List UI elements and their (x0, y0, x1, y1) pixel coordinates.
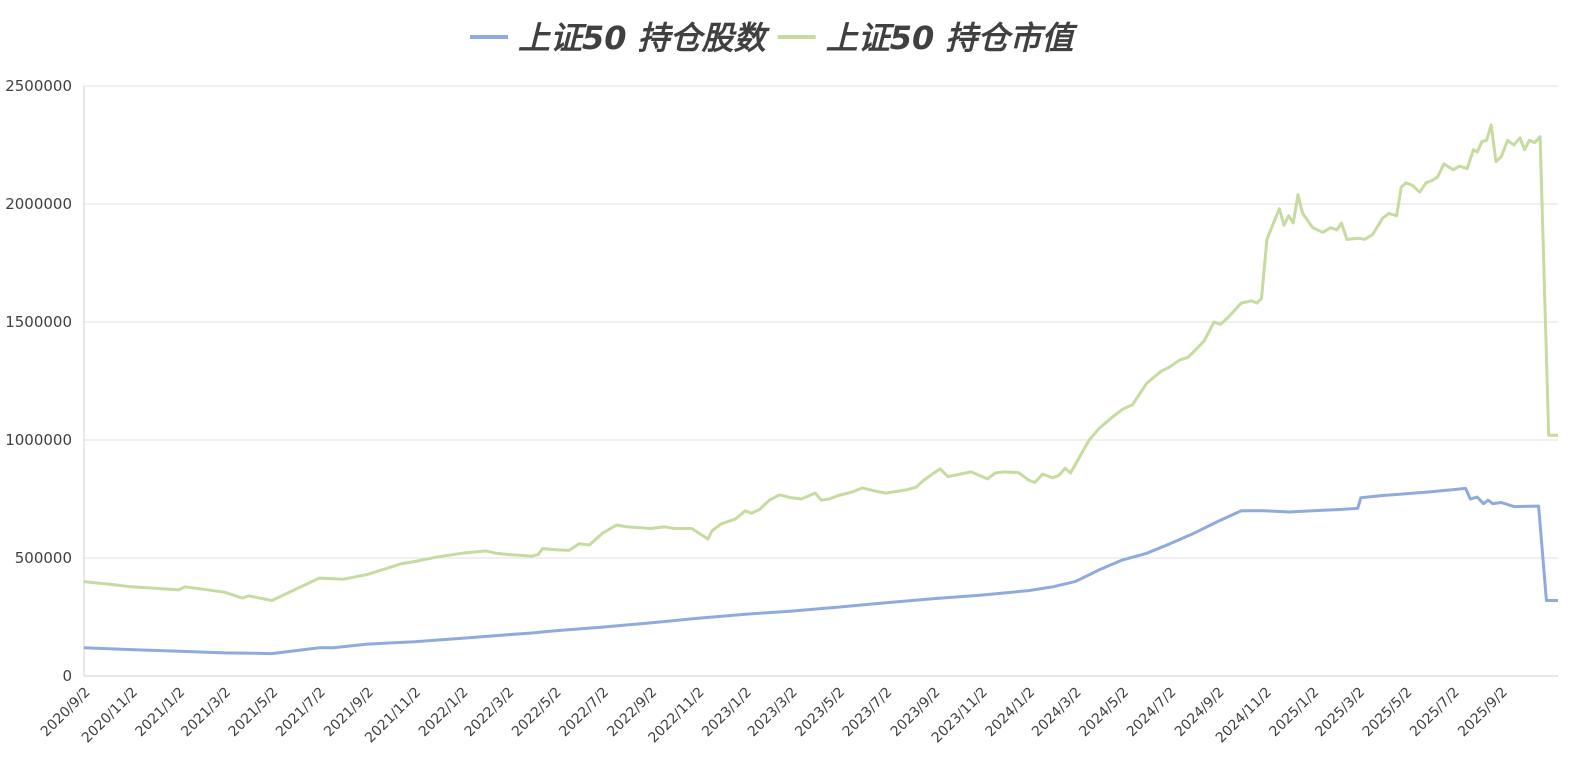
x-axis-ticks: 2020/9/22020/11/22021/1/22021/3/22021/5/… (38, 684, 1511, 746)
y-tick-label: 1500000 (5, 313, 72, 331)
legend: 上证50 持仓股数 上证50 持仓市值 (470, 19, 1078, 57)
x-tick-label: 2021/3/2 (178, 684, 234, 740)
y-axis-ticks: 0 500000 1000000 1500000 2000000 2500000 (5, 77, 72, 685)
x-tick-label: 2022/7/2 (556, 684, 612, 740)
x-tick-label: 2024/3/2 (1029, 684, 1085, 740)
x-tick-label: 2023/5/2 (792, 684, 848, 740)
y-tick-label: 1000000 (5, 431, 72, 449)
x-tick-label: 2023/3/2 (745, 684, 801, 740)
x-tick-label: 2025/7/2 (1407, 684, 1463, 740)
x-tick-label: 2025/3/2 (1312, 684, 1368, 740)
y-tick-label: 0 (62, 667, 72, 685)
grid-lines (83, 85, 1558, 677)
y-tick-label: 2500000 (5, 77, 72, 95)
x-tick-label: 2024/7/2 (1124, 684, 1180, 740)
series-lines (83, 123, 1558, 656)
x-tick-label: 2024/1/2 (982, 684, 1038, 740)
x-tick-label: 2021/7/2 (273, 684, 329, 740)
legend-label-0: 上证50 持仓股数 (518, 19, 771, 57)
series-line-0 (83, 486, 1558, 656)
x-tick-label: 2025/5/2 (1360, 684, 1416, 740)
x-tick-label: 2022/3/2 (462, 684, 518, 740)
y-tick-label: 500000 (15, 549, 72, 567)
legend-label-1: 上证50 持仓市值 (826, 19, 1079, 57)
y-tick-label: 2000000 (5, 195, 72, 213)
x-tick-label: 2021/5/2 (226, 684, 282, 740)
x-tick-label: 2022/5/2 (509, 684, 565, 740)
series-line-1 (83, 123, 1558, 602)
x-tick-label: 2024/5/2 (1076, 684, 1132, 740)
x-tick-label: 2025/9/2 (1455, 684, 1511, 740)
x-tick-label: 2023/7/2 (840, 684, 896, 740)
